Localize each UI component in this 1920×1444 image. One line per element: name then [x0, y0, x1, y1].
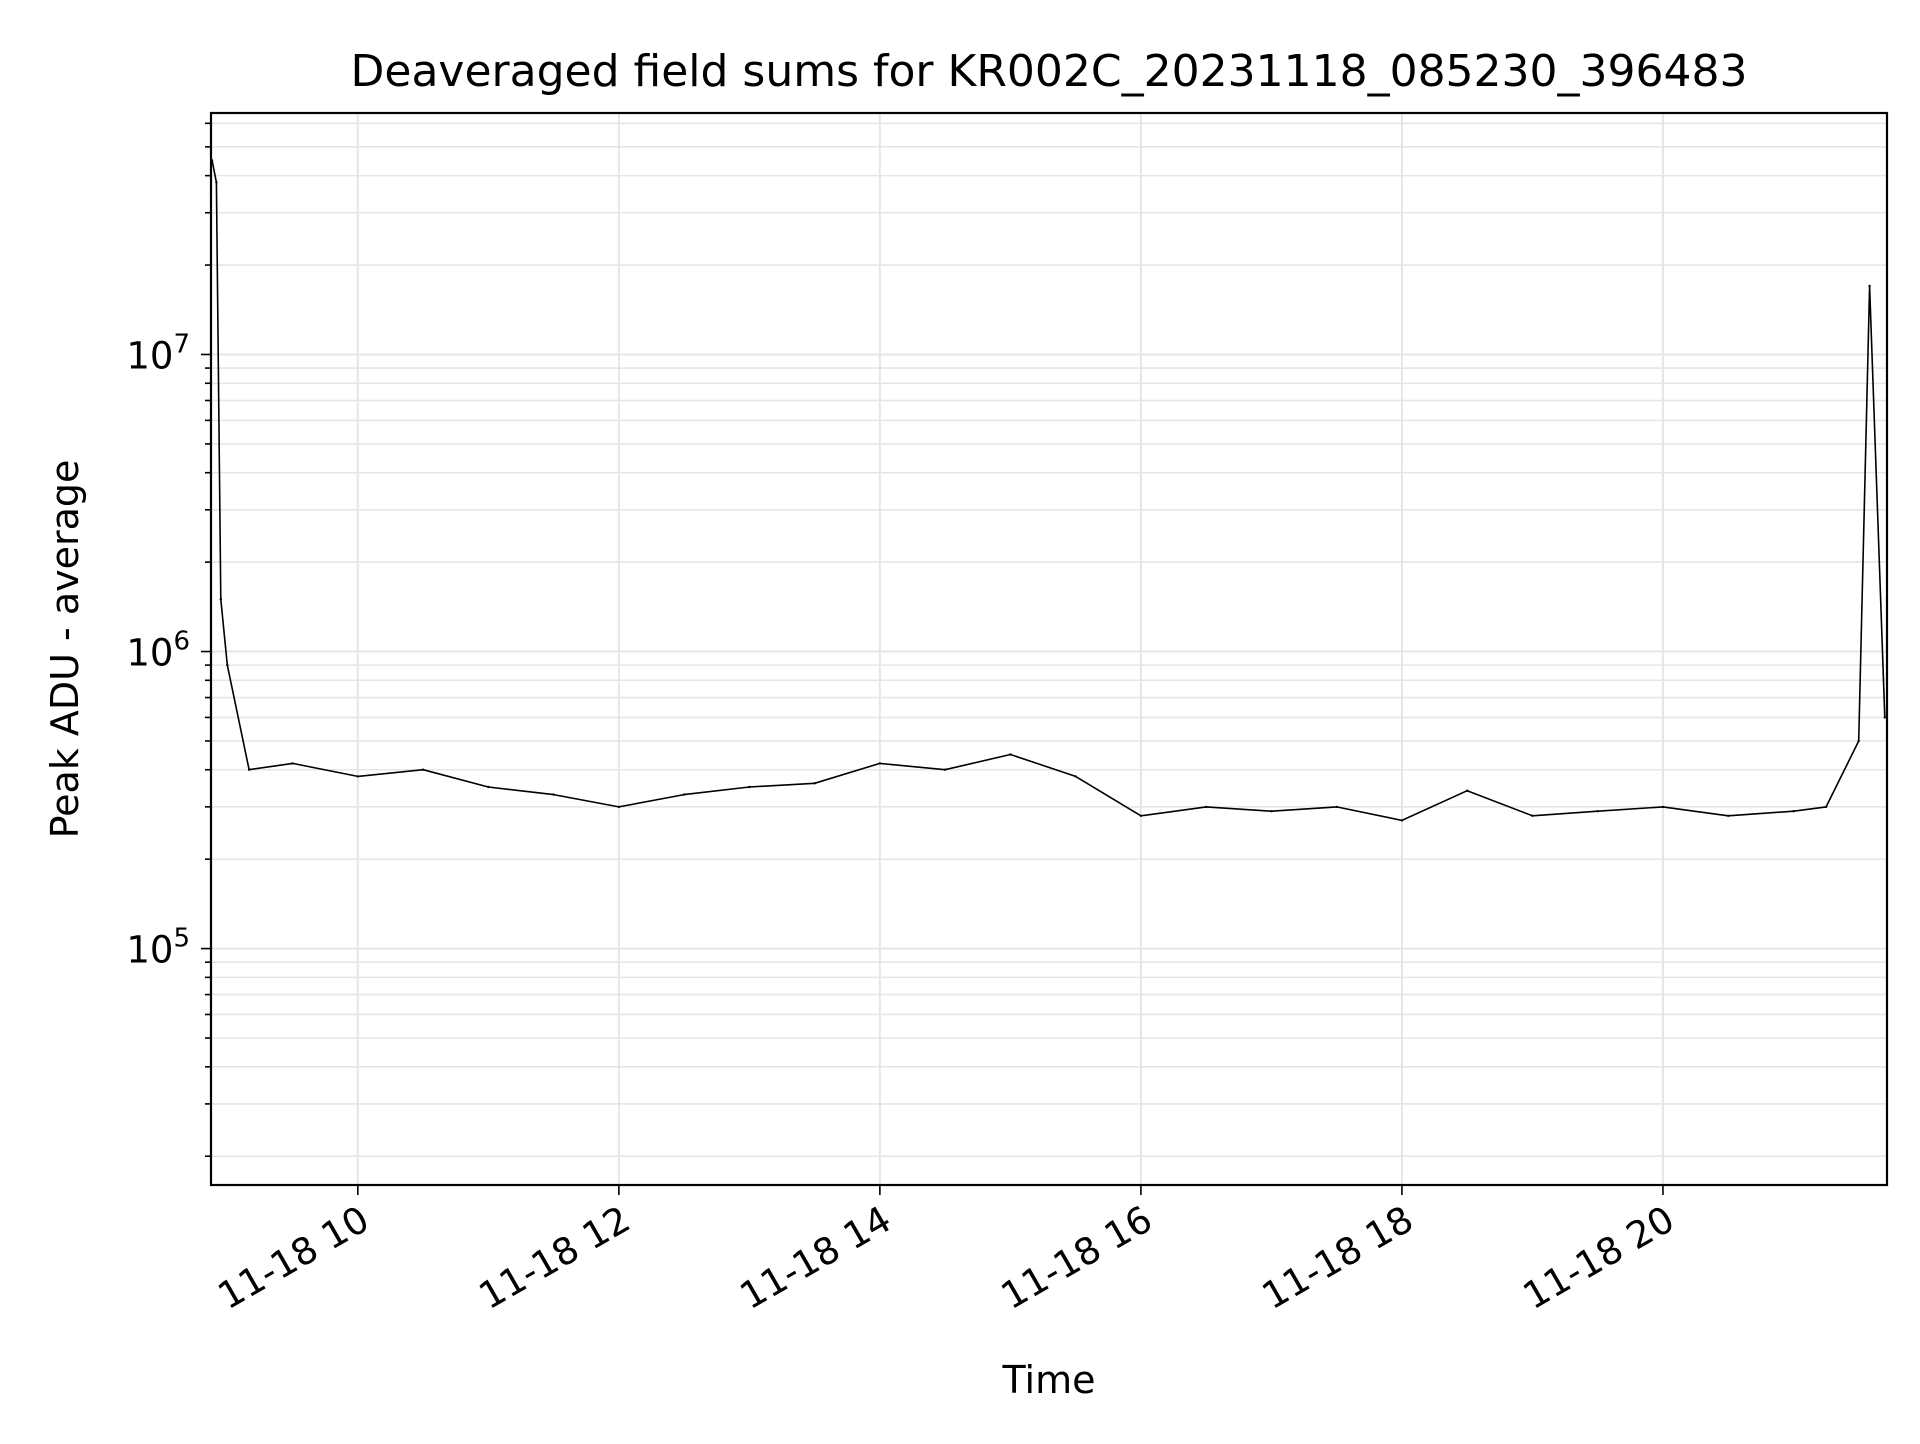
data-point: [943, 768, 947, 771]
data-point: [1335, 805, 1338, 809]
data-point: [291, 762, 294, 765]
data-point: [1868, 284, 1871, 288]
data-point: [1531, 814, 1534, 817]
x-tick-label: 11-18 16: [994, 1198, 1160, 1318]
data-point: [421, 768, 425, 771]
data-point: [1139, 814, 1143, 817]
y-axis: 105 106 107: [126, 122, 211, 1158]
data-point: [617, 805, 621, 809]
data-point: [1661, 805, 1665, 809]
data-point: [878, 762, 882, 765]
data-point: [1727, 814, 1730, 817]
data-point: [682, 793, 686, 796]
series-line: [211, 160, 1886, 822]
x-tick-label: 11-18 18: [1255, 1198, 1421, 1318]
data-point: [1883, 716, 1887, 719]
data-point: [219, 598, 222, 601]
x-tick-label: 11-18 20: [1516, 1198, 1682, 1318]
data-point: [1857, 739, 1860, 743]
data-point: [215, 181, 218, 184]
y-tick-label: 106: [126, 627, 190, 675]
y-tick-label: 105: [126, 924, 190, 972]
data-point: [1205, 805, 1208, 809]
x-axis-label: Time: [1002, 1358, 1096, 1402]
x-tick-label: 11-18 14: [733, 1198, 899, 1318]
grid: [211, 113, 1887, 1185]
data-point: [1400, 819, 1404, 822]
data-point: [247, 768, 251, 771]
series-layer: [210, 159, 1887, 822]
data-point: [813, 782, 816, 785]
x-tick-label: 11-18 12: [472, 1198, 638, 1318]
data-point: [1824, 805, 1828, 809]
chart-title: Deaveraged field sums for KR002C_2023111…: [351, 46, 1748, 97]
x-axis: 11-18 10 11-18 12 11-18 14 11-18 16 11-18 18…: [211, 1185, 1682, 1318]
data-point: [487, 785, 490, 789]
data-point: [1466, 789, 1469, 792]
data-point: [1792, 810, 1795, 813]
data-point: [748, 785, 751, 789]
plot-frame: [209, 111, 1889, 1187]
data-point: [1270, 810, 1273, 813]
data-point: [1074, 775, 1077, 778]
data-point: [356, 775, 359, 778]
data-point: [1596, 810, 1599, 813]
data-point: [552, 793, 555, 796]
data-point: [1009, 753, 1012, 756]
data-point: [226, 663, 229, 667]
y-axis-label: Peak ADU - average: [43, 460, 87, 839]
y-tick-label: 107: [126, 329, 190, 377]
x-tick-label: 11-18 10: [211, 1198, 377, 1318]
